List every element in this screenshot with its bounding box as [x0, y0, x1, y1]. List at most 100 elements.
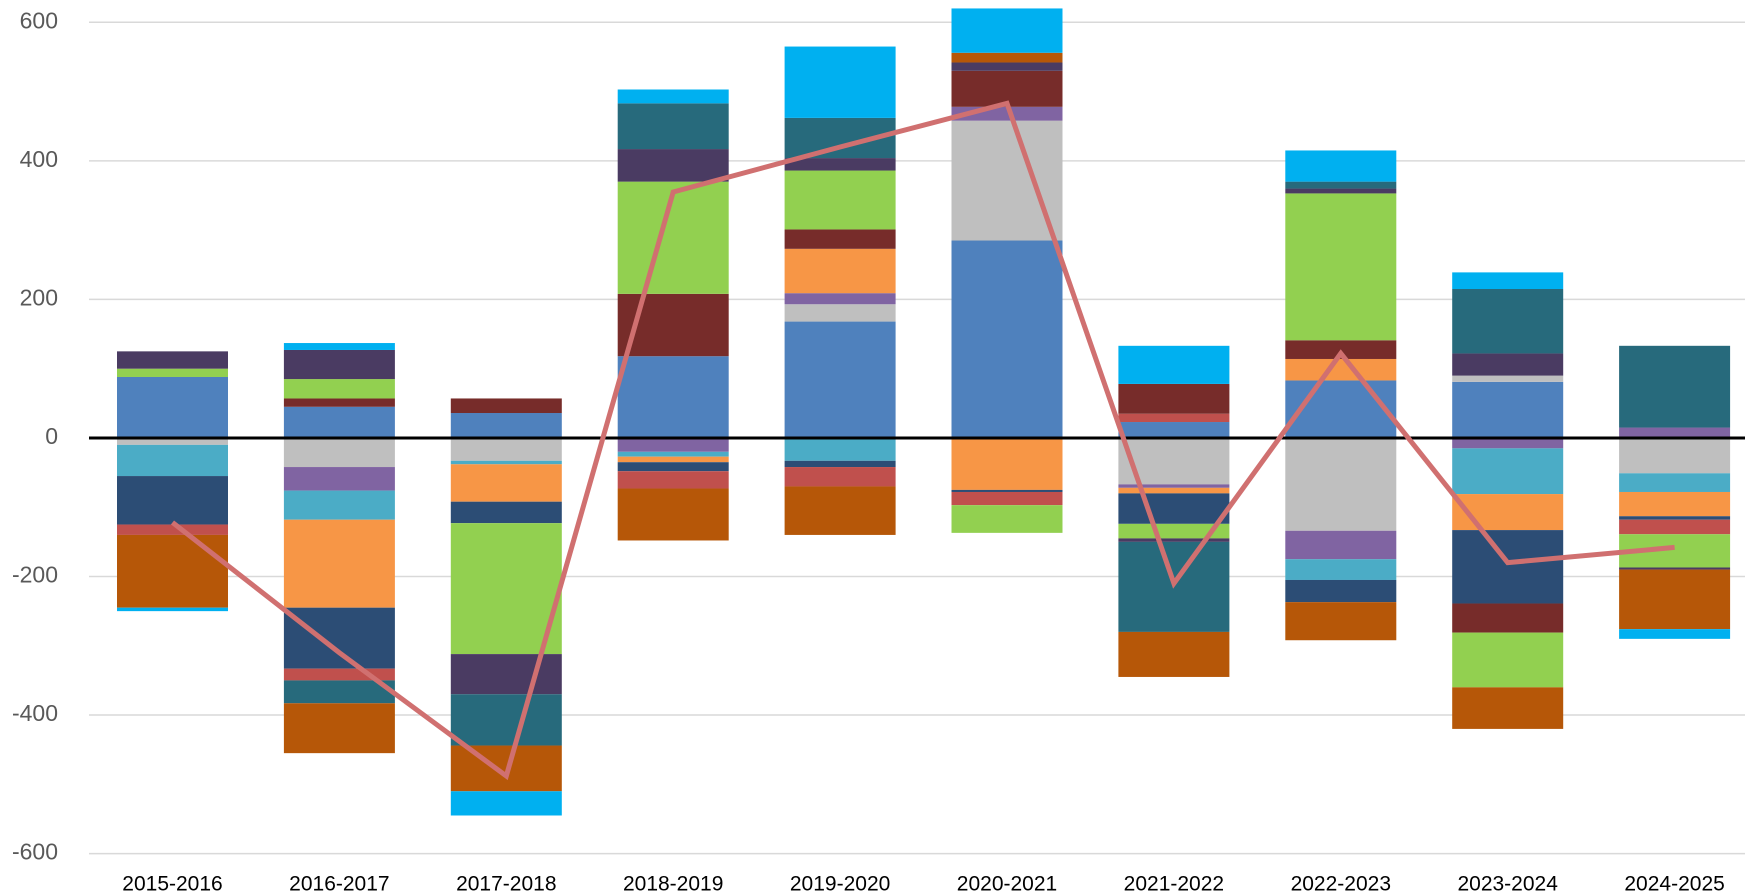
bar-segment	[117, 437, 228, 445]
bar-segment	[1452, 530, 1564, 604]
bar-segment	[1452, 632, 1564, 688]
bar-segment	[1285, 530, 1397, 560]
bar-segment	[1452, 375, 1564, 382]
bar-segment	[283, 680, 395, 704]
bar-segment	[617, 488, 729, 541]
bar-segment	[1118, 383, 1230, 414]
bar-segment	[450, 694, 562, 746]
y-tick-label: 0	[45, 423, 58, 449]
x-tick-label: 2022-2023	[1291, 873, 1391, 894]
bar-segment	[117, 607, 228, 612]
bar-segment	[1285, 437, 1397, 531]
bar-segment	[283, 398, 395, 407]
bar-segment	[1285, 188, 1397, 194]
bar-segment	[283, 607, 395, 669]
bar-segment	[283, 490, 395, 520]
bar-segment	[450, 501, 562, 524]
bar-segment	[617, 451, 729, 457]
y-tick-label: 400	[20, 146, 58, 172]
bar-segment	[1118, 631, 1230, 677]
x-tick-label: 2021-2022	[1124, 873, 1224, 894]
bar-segment	[1619, 345, 1731, 428]
bar-segment	[117, 476, 228, 525]
bar-segment	[951, 8, 1063, 53]
bar-segment	[283, 437, 395, 468]
bar-segment	[784, 293, 896, 305]
bar-segment	[450, 398, 562, 414]
bar-segment	[784, 460, 896, 468]
bar-segment	[1285, 602, 1397, 641]
bar-segment	[283, 349, 395, 380]
bar-segment	[450, 413, 562, 438]
bar-segment	[450, 791, 562, 816]
x-tick-label: 2020-2021	[957, 873, 1057, 894]
bar-segment	[1118, 484, 1230, 488]
bar-segment	[1619, 437, 1731, 474]
bar-segment	[450, 523, 562, 655]
y-tick-label: -200	[12, 562, 58, 588]
bar-segment	[1118, 523, 1230, 539]
bar-segment	[1285, 150, 1397, 182]
x-tick-label: 2017-2018	[456, 873, 556, 894]
bar-segment	[1452, 289, 1564, 354]
bar-segment	[1452, 437, 1564, 449]
bar-segment	[1452, 353, 1564, 376]
bar-segment	[617, 89, 729, 104]
bar-segment	[1619, 629, 1731, 639]
bar-segment	[450, 460, 562, 465]
bar-segment	[1452, 687, 1564, 729]
bar-segment	[1285, 380, 1397, 438]
bar-segment	[283, 668, 395, 681]
y-tick-label: -400	[12, 700, 58, 726]
bar-segment	[784, 486, 896, 535]
bar-segment	[1619, 567, 1731, 570]
bar-segment	[283, 406, 395, 438]
bar-segment	[784, 304, 896, 322]
bar-segment	[951, 120, 1063, 241]
bar-segment	[1452, 381, 1564, 438]
bar-segment	[450, 654, 562, 695]
x-tick-label: 2018-2019	[623, 873, 723, 894]
bar-segment	[283, 519, 395, 608]
bar-segment	[617, 149, 729, 182]
bar-segment	[1619, 427, 1731, 438]
bar-segment	[117, 534, 228, 608]
bar-segment	[117, 351, 228, 369]
bar-segment	[1452, 603, 1564, 633]
bar-segment	[1452, 494, 1564, 531]
bar-segment	[617, 471, 729, 489]
bar-segment	[1118, 487, 1230, 494]
bar-segment	[617, 356, 729, 438]
bar-segment	[1452, 272, 1564, 290]
bar-segment	[283, 703, 395, 754]
x-tick-label: 2024-2025	[1624, 873, 1724, 894]
bar-segment	[117, 444, 228, 477]
bar-segment	[283, 343, 395, 350]
bar-segment	[1118, 493, 1230, 524]
bar-segment	[951, 505, 1063, 533]
y-tick-label: 200	[20, 284, 58, 310]
bar-segment	[784, 321, 896, 438]
bar-segment	[951, 437, 1063, 490]
bar-segment	[951, 489, 1063, 492]
bar-segment	[617, 462, 729, 472]
bar-segment	[283, 467, 395, 491]
bar-segment	[1619, 473, 1731, 492]
bar-segment	[951, 52, 1063, 63]
bar-segment	[1118, 422, 1230, 438]
bar-segment	[951, 62, 1063, 71]
bar-segment	[450, 437, 562, 461]
bar-segment	[1118, 538, 1230, 542]
bar-segment	[784, 229, 896, 249]
bar-segment	[450, 464, 562, 502]
bar-segment	[1452, 448, 1564, 495]
bar-segment	[1285, 193, 1397, 341]
bar-segment	[117, 524, 228, 535]
bar-segment	[617, 456, 729, 463]
bar-segment	[617, 103, 729, 150]
bar-segment	[117, 376, 228, 438]
bar-segment	[784, 437, 896, 461]
bar-segment	[1619, 519, 1731, 535]
bar-segment	[951, 491, 1063, 506]
